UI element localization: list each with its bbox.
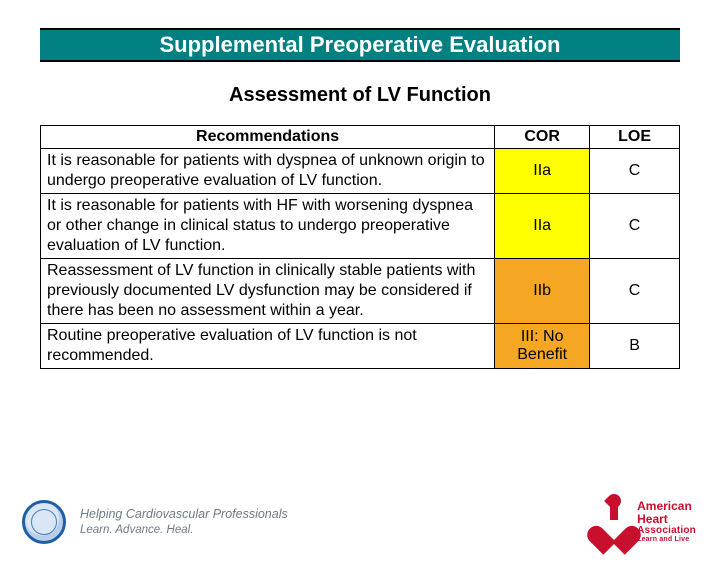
- loe-cell: C: [590, 194, 680, 259]
- footer-left: Helping Cardiovascular Professionals Lea…: [22, 500, 288, 544]
- cor-cell: IIa: [495, 149, 590, 194]
- aha-text: American Heart AssociationLearn and Live: [637, 500, 696, 543]
- acc-tagline: Helping Cardiovascular Professionals Lea…: [80, 507, 288, 537]
- rec-cell: It is reasonable for patients with dyspn…: [41, 149, 495, 194]
- loe-cell: C: [590, 259, 680, 324]
- rec-cell: Reassessment of LV function in clinicall…: [41, 259, 495, 324]
- loe-cell: B: [590, 324, 680, 369]
- tagline-line2: Learn. Advance. Heal.: [80, 523, 288, 537]
- loe-cell: C: [590, 149, 680, 194]
- rec-cell: It is reasonable for patients with HF wi…: [41, 194, 495, 259]
- cor-cell: III: No Benefit: [495, 324, 590, 369]
- acc-seal-icon: [22, 500, 66, 544]
- aha-heart-torch-icon: [597, 500, 631, 544]
- cor-cell: IIb: [495, 259, 590, 324]
- tagline-line1: Helping Cardiovascular Professionals: [80, 507, 288, 523]
- table-row: Routine preoperative evaluation of LV fu…: [41, 324, 680, 369]
- cor-cell: IIa: [495, 194, 590, 259]
- slide-title: Supplemental Preoperative Evaluation: [159, 32, 560, 57]
- aha-line3: Association: [637, 525, 696, 536]
- table-row: It is reasonable for patients with HF wi…: [41, 194, 680, 259]
- title-bar: Supplemental Preoperative Evaluation: [40, 28, 680, 62]
- col-header-recommendations: Recommendations: [41, 126, 495, 149]
- col-header-cor: COR: [495, 126, 590, 149]
- table-row: Reassessment of LV function in clinicall…: [41, 259, 680, 324]
- slide-subtitle: Assessment of LV Function: [0, 84, 720, 107]
- col-header-loe: LOE: [590, 126, 680, 149]
- subtitle-text: Assessment of LV Function: [229, 84, 491, 106]
- recommendations-table: Recommendations COR LOE It is reasonable…: [40, 125, 680, 369]
- table-header-row: Recommendations COR LOE: [41, 126, 680, 149]
- footer-right: American Heart AssociationLearn and Live: [597, 500, 696, 544]
- table-row: It is reasonable for patients with dyspn…: [41, 149, 680, 194]
- rec-cell: Routine preoperative evaluation of LV fu…: [41, 324, 495, 369]
